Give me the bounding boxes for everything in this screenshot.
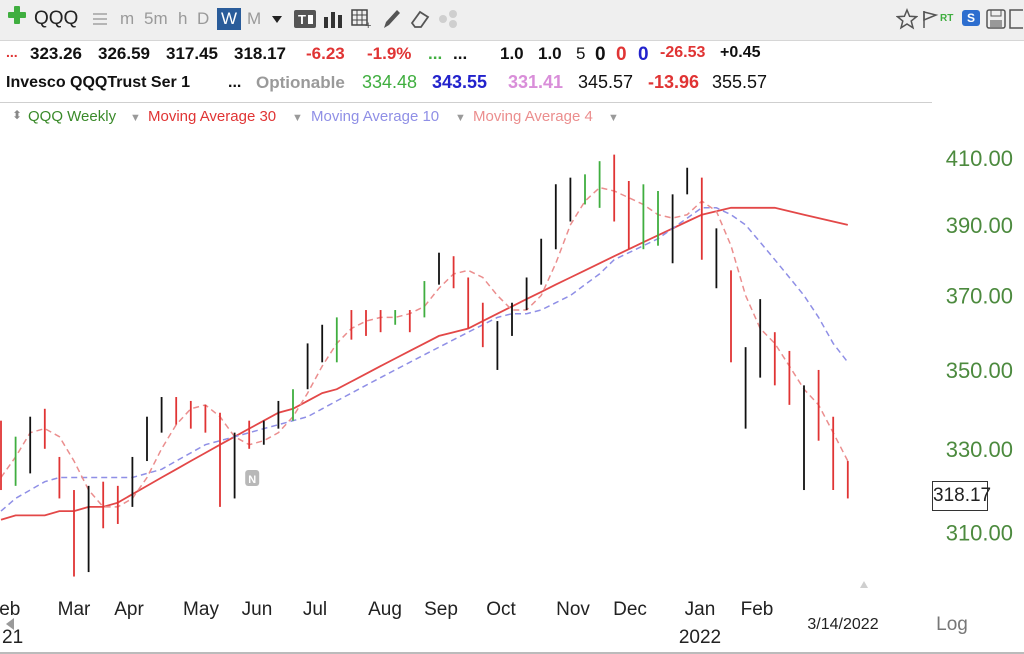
- x-tick-label: Oct: [486, 599, 516, 620]
- x-tick-label: Dec: [613, 599, 647, 620]
- period-month[interactable]: M: [247, 9, 262, 28]
- plus-icon[interactable]: [6, 4, 28, 26]
- legend-ma10[interactable]: Moving Average 10: [311, 108, 440, 125]
- legend-weekly[interactable]: QQQ Weekly: [28, 108, 117, 125]
- svg-text:T: T: [298, 12, 306, 27]
- rt-badge[interactable]: RT: [940, 13, 954, 24]
- y-tick-label: 390.00: [946, 213, 1013, 238]
- x-tick-label: Feb: [741, 599, 774, 620]
- bottom-frame: [0, 652, 1024, 654]
- x-tick-label: May: [183, 599, 219, 620]
- y-tick-label: 310.00: [946, 521, 1013, 546]
- legend-weekly-dropdown-icon[interactable]: ▼: [130, 112, 141, 124]
- bars-icon[interactable]: [323, 9, 343, 29]
- legend-ma4[interactable]: Moving Average 4: [473, 108, 593, 125]
- legend-ma4-dropdown-icon[interactable]: ▼: [608, 112, 619, 124]
- s-badge[interactable]: S: [962, 10, 981, 26]
- ma30-line: [0, 206, 849, 521]
- quote-dots-green: ...: [428, 44, 443, 63]
- legend-ma10-dropdown-icon[interactable]: ▼: [455, 112, 466, 124]
- period-m[interactable]: m: [120, 9, 135, 28]
- x-tick-label: Aug: [368, 599, 402, 620]
- optionable-label: Optionable: [256, 73, 345, 92]
- quote-digit-1: 0: [595, 44, 606, 65]
- x-year-prefix: 21: [2, 627, 23, 648]
- pencil-icon[interactable]: [381, 8, 401, 30]
- x-tick-label: Mar: [58, 599, 91, 620]
- period-d[interactable]: D: [197, 9, 210, 28]
- y-tick-label: 330.00: [946, 437, 1013, 462]
- quote2-value-5: -13.96: [648, 72, 700, 92]
- quote2-value-1: 334.48: [362, 72, 418, 92]
- header-separator: [0, 102, 932, 103]
- scroll-up-icon[interactable]: [860, 581, 868, 588]
- quote2-value-2: 343.55: [432, 72, 488, 92]
- quote-value-5: +0.45: [720, 44, 761, 61]
- x-tick-label: Jul: [303, 599, 327, 620]
- svg-text:+: +: [365, 20, 371, 29]
- quote-dots-black: ...: [453, 44, 468, 63]
- eraser-icon[interactable]: [410, 9, 430, 29]
- quote-value-2: 1.0: [538, 44, 562, 63]
- x-tick-label: Feb: [0, 599, 20, 620]
- quote-line-2: Invesco QQQTrust Ser 1 ... Optionable 33…: [0, 70, 1024, 100]
- dots-icon[interactable]: [438, 9, 460, 29]
- open-value: 323.26: [30, 44, 82, 63]
- x-tick-label: Jan: [685, 599, 716, 620]
- event-marker-label: N: [248, 474, 256, 486]
- y-tick-label: 350.00: [946, 358, 1013, 383]
- quote-value-4: -26.53: [660, 44, 706, 61]
- x-tick-label: Sep: [424, 599, 458, 620]
- dropdown-icon[interactable]: [271, 15, 283, 25]
- x-year-label: 2022: [679, 627, 721, 648]
- quote2-value-6: 355.57: [712, 72, 768, 92]
- list-icon[interactable]: [92, 11, 108, 27]
- event-marker[interactable]: [245, 470, 260, 486]
- legend-handle-icon[interactable]: ⬍: [12, 108, 23, 122]
- low-value: 317.45: [166, 44, 218, 63]
- save-icon[interactable]: [986, 9, 1006, 29]
- symbol-field[interactable]: QQQ: [34, 8, 79, 29]
- legend-ma30-dropdown-icon[interactable]: ▼: [292, 112, 303, 124]
- date-label: 3/14/2022: [807, 616, 878, 633]
- high-value: 326.59: [98, 44, 150, 63]
- x-tick-label: Apr: [114, 599, 144, 620]
- quote-digit-3: 0: [638, 44, 649, 65]
- grid-icon[interactable]: +: [351, 9, 373, 29]
- y-tick-label: 370.00: [946, 283, 1013, 308]
- legend-ma30[interactable]: Moving Average 30: [148, 108, 277, 125]
- current-price-label: 318.17: [932, 481, 991, 511]
- quote-line-1: ... 323.26 326.59 317.45 318.17 -6.23 -1…: [0, 42, 1024, 70]
- log-scale-toggle[interactable]: Log: [936, 614, 968, 635]
- quote-lead: ...: [6, 44, 18, 60]
- quote2-value-3: 331.41: [508, 72, 564, 92]
- change-value: -6.23: [306, 44, 345, 63]
- text-icon[interactable]: T: [294, 10, 316, 28]
- x-tick-label: Jun: [242, 599, 273, 620]
- quote2-value-4: 345.57: [578, 72, 634, 92]
- close-value: 318.17: [234, 44, 286, 63]
- name-dots: ...: [228, 74, 242, 91]
- star-icon[interactable]: [896, 8, 918, 30]
- security-name: Invesco QQQTrust Ser 1: [6, 74, 191, 91]
- ma4-line: [0, 186, 849, 508]
- flag-icon[interactable]: [921, 9, 939, 29]
- period-h[interactable]: h: [178, 9, 188, 28]
- period-5m[interactable]: 5m: [144, 9, 168, 28]
- scroll-left-icon[interactable]: [6, 618, 14, 630]
- y-tick-label: 410.00: [946, 146, 1013, 171]
- x-tick-label: Nov: [556, 599, 590, 620]
- quote-value-1: 1.0: [500, 44, 524, 63]
- quote-value-3: 5: [576, 44, 586, 63]
- ma10-line: [0, 207, 849, 512]
- period-w[interactable]: W: [217, 8, 242, 30]
- quote-digit-2: 0: [616, 44, 627, 65]
- window-icon[interactable]: [1009, 9, 1023, 29]
- toolbar: QQQ m 5m h D W M T + RT S: [0, 0, 1024, 41]
- change-pct: -1.9%: [367, 44, 412, 63]
